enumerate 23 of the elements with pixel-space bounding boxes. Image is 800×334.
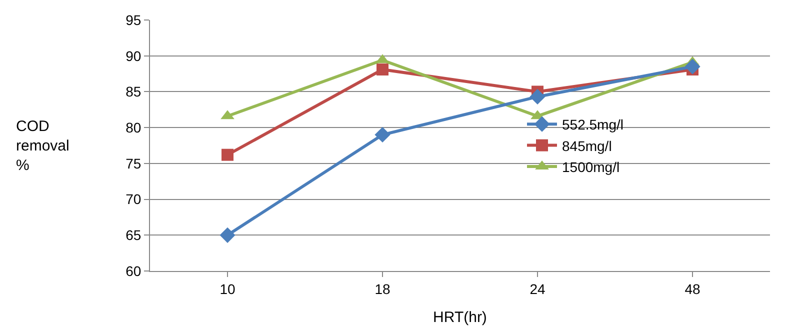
x-tick-label: 48	[684, 280, 700, 297]
x-axis-title: HRT(hr)	[433, 308, 487, 326]
x-tick-label: 24	[530, 280, 546, 297]
point	[220, 227, 236, 243]
x-tick-label: 10	[220, 280, 236, 297]
x-tick-label: 18	[374, 280, 390, 297]
y-tick-label: 85	[126, 84, 142, 100]
y-tick-label: 65	[126, 227, 142, 244]
y-tick-label: 70	[126, 191, 142, 208]
point	[374, 126, 390, 143]
legend-label: 845mg/l	[562, 138, 612, 154]
y-tick-label: 60	[126, 262, 142, 279]
y-axis-title: COD removal %	[16, 118, 70, 174]
legend-label: 1500mg/l	[562, 158, 620, 175]
y-tick-label: 95	[126, 12, 142, 28]
y-tick-label: 80	[126, 119, 142, 136]
point	[376, 63, 388, 76]
point	[684, 58, 700, 74]
y-tick-label: 90	[126, 48, 142, 64]
point	[530, 88, 546, 105]
legend-label: 552.5mg/l	[562, 116, 624, 133]
y-tick-label: 75	[126, 155, 142, 172]
point	[222, 148, 234, 161]
